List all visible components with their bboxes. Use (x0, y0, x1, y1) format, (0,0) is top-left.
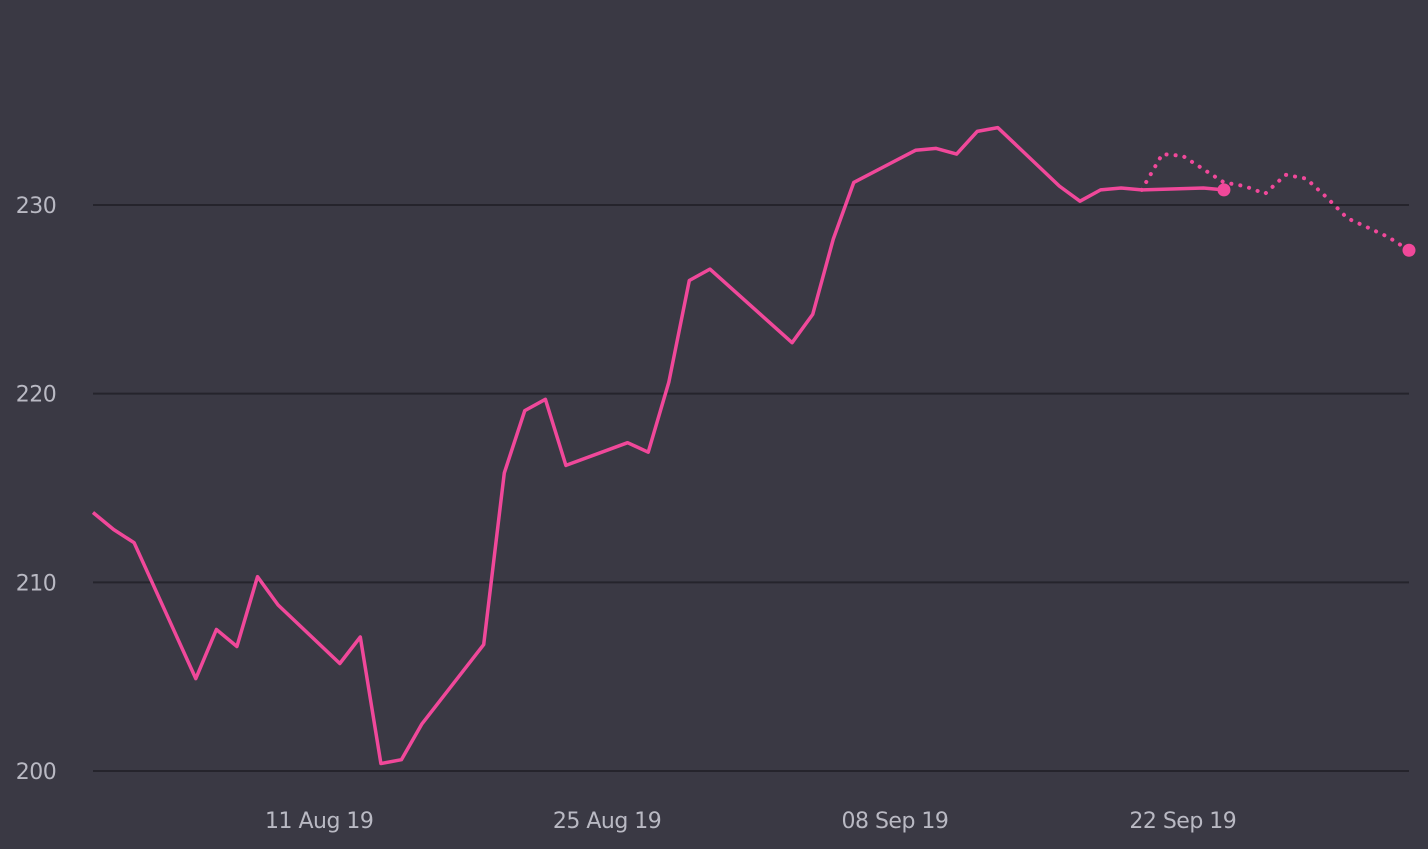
y-tick-label: 210 (16, 571, 57, 596)
y-axis-tick-labels: 200 210 220 230 (16, 194, 57, 785)
y-tick-label: 230 (16, 194, 57, 219)
x-tick-label: 25 Aug 19 (553, 809, 661, 834)
forecast-end-marker (1402, 243, 1416, 257)
y-tick-label: 200 (16, 760, 57, 785)
gridlines (93, 204, 1409, 772)
x-tick-label: 22 Sep 19 (1129, 809, 1236, 834)
price-end-marker (1217, 183, 1231, 197)
series-end-markers (1217, 183, 1416, 257)
x-axis-tick-labels: 11 Aug 19 25 Aug 19 08 Sep 19 22 Sep 19 (265, 809, 1237, 834)
price-series-line (91, 125, 1225, 766)
x-tick-label: 08 Sep 19 (841, 809, 948, 834)
series-lines (91, 125, 1411, 766)
y-tick-label: 220 (16, 383, 57, 408)
x-tick-label: 11 Aug 19 (265, 809, 373, 834)
